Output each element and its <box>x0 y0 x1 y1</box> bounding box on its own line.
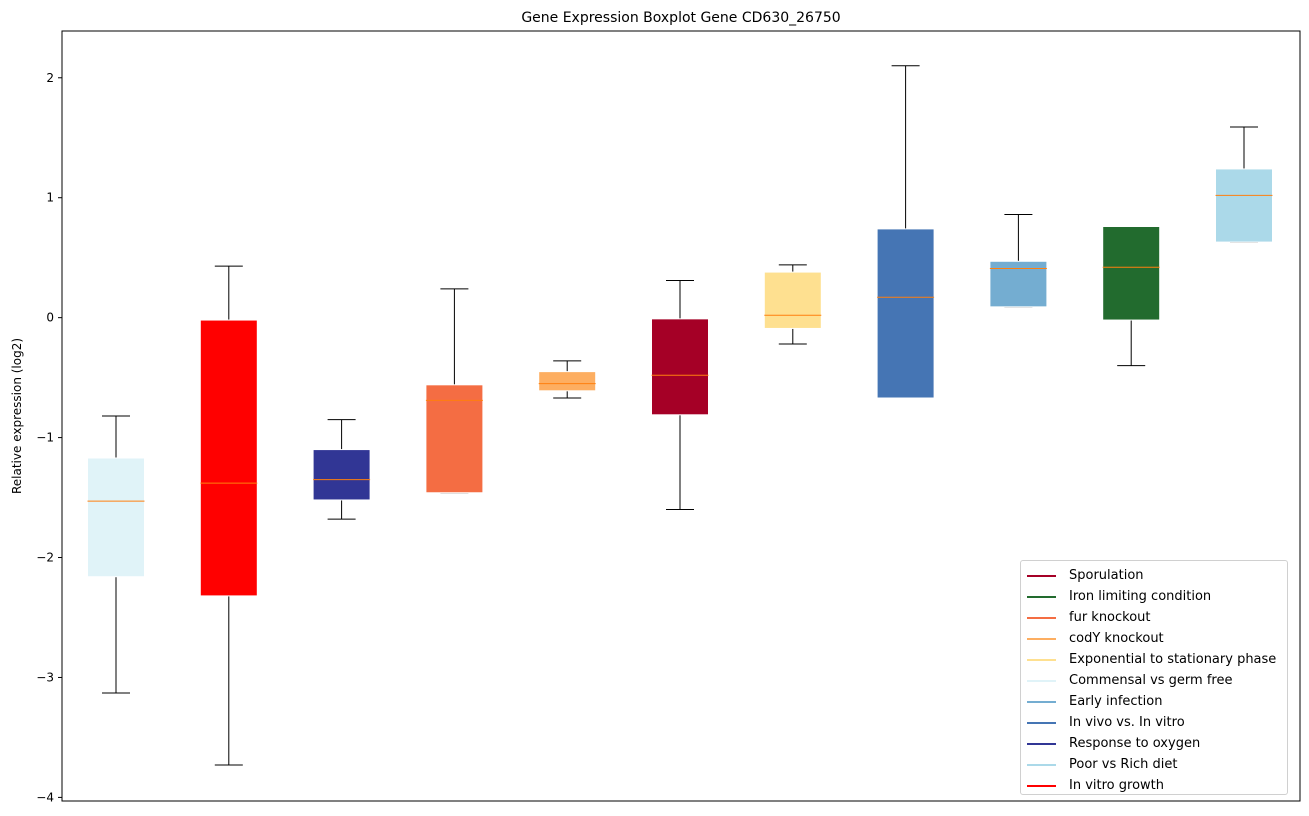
box-iqr <box>87 457 145 578</box>
box-iqr <box>1215 168 1273 243</box>
legend-line-icon <box>1027 637 1056 640</box>
box-iqr <box>425 384 484 494</box>
y-tick-label: 0 <box>46 311 54 325</box>
box-iqr <box>1102 225 1161 321</box>
legend-line-icon <box>1027 679 1056 682</box>
box-commensal-vs-germ-free <box>87 415 145 694</box>
legend-line-icon <box>1027 742 1056 745</box>
legend-line-icon <box>1027 616 1056 619</box>
legend-line-icon <box>1027 721 1056 724</box>
legend-label: In vivo vs. In vitro <box>1069 715 1185 730</box>
y-axis-ticks: 2 1 0 −1 −2 −3 −4 <box>36 71 62 804</box>
legend-label: Response to oxygen <box>1069 736 1201 751</box>
box-exponential-to-stationary-phase <box>763 264 822 345</box>
legend-line-icon <box>1027 574 1056 577</box>
legend: Sporulation Iron limiting condition fur kn… <box>1020 560 1288 795</box>
legend-label: Iron limiting condition <box>1069 589 1212 604</box>
chart-title: Gene Expression Boxplot Gene CD630_26750 <box>521 10 840 26</box>
legend-label: Exponential to stationary phase <box>1069 652 1277 667</box>
legend-line-icon <box>1027 658 1056 661</box>
y-tick-label: 2 <box>46 71 54 85</box>
box-poor-vs-rich-diet <box>1215 126 1273 243</box>
legend-label: Poor vs Rich diet <box>1069 757 1178 772</box>
plot-frame <box>61 30 1301 802</box>
legend-item: codY knockout <box>1027 628 1287 649</box>
box-iqr <box>199 319 258 597</box>
box-in-vitro-growth <box>199 265 258 766</box>
y-tick-label: −2 <box>36 551 54 565</box>
boxes <box>87 65 1273 766</box>
y-tick-label: −4 <box>36 790 54 804</box>
legend-line-icon <box>1027 700 1056 703</box>
legend-label: In vitro growth <box>1069 778 1164 793</box>
legend-item: Early infection <box>1027 691 1287 712</box>
box-iqr <box>876 228 935 399</box>
legend-label: codY knockout <box>1069 631 1164 646</box>
legend-label: fur knockout <box>1069 610 1151 625</box>
legend-item: Iron limiting condition <box>1027 586 1287 607</box>
box-iqr <box>763 271 822 329</box>
legend-item: Commensal vs germ free <box>1027 670 1287 691</box>
box-iqr <box>312 449 371 501</box>
legend-item: fur knockout <box>1027 607 1287 628</box>
legend-label: Commensal vs germ free <box>1069 673 1233 688</box>
box-iqr <box>538 371 597 392</box>
legend-label: Sporulation <box>1069 568 1144 583</box>
box-iron-limiting-condition <box>1102 225 1161 367</box>
box-response-to-oxygen <box>312 419 371 520</box>
box-sporulation <box>651 279 709 511</box>
legend-item: Poor vs Rich diet <box>1027 754 1287 775</box>
legend-line-icon <box>1027 595 1056 598</box>
box-fur-knockout <box>425 288 484 494</box>
box-in-vivo-vs-in-vitro <box>876 65 935 399</box>
legend-line-icon <box>1027 763 1056 766</box>
legend-item: Sporulation <box>1027 565 1287 586</box>
y-axis-label: Relative expression (log2) <box>10 338 24 494</box>
y-tick-label: −1 <box>36 431 54 445</box>
legend-item: Response to oxygen <box>1027 733 1287 754</box>
y-tick-label: −3 <box>36 670 54 684</box>
box-iqr <box>651 318 709 416</box>
legend-item: In vitro growth <box>1027 775 1287 796</box>
y-tick-label: 1 <box>46 191 54 205</box>
box-early-infection <box>989 214 1048 308</box>
legend-label: Early infection <box>1069 694 1163 709</box>
box-cody-knockout <box>538 360 597 399</box>
legend-line-icon <box>1027 784 1056 787</box>
legend-item: In vivo vs. In vitro <box>1027 712 1287 733</box>
legend-item: Exponential to stationary phase <box>1027 649 1287 670</box>
